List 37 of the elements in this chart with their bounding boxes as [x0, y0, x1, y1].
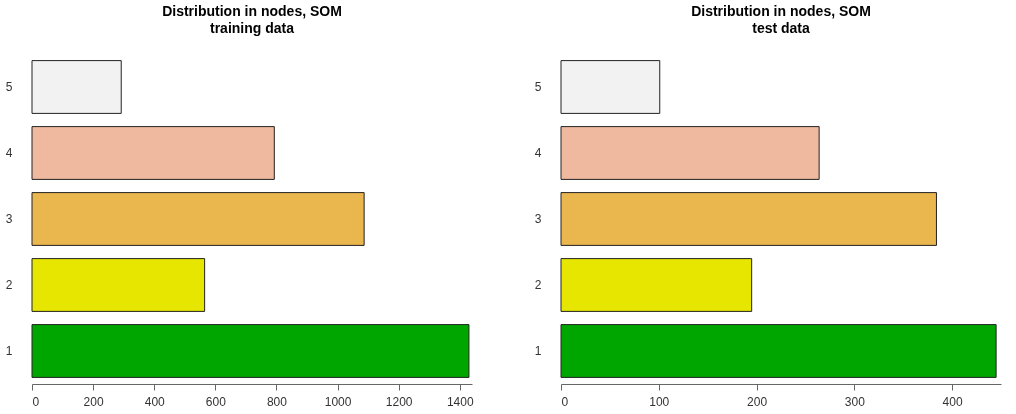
y-tick-label: 2: [534, 278, 542, 292]
y-tick-label: 4: [534, 146, 542, 160]
bar: [31, 258, 206, 312]
x-tick-label: 100: [649, 394, 670, 409]
x-tick-label: 800: [266, 394, 288, 409]
y-tick-label: 2: [5, 278, 13, 292]
y-tick-label: 1: [5, 344, 13, 358]
bar: [31, 324, 470, 378]
x-tick-label: 300: [844, 394, 866, 409]
bar: [31, 60, 122, 114]
y-tick-label: 4: [5, 146, 13, 160]
bar: [31, 192, 365, 246]
x-tick-label: 1200: [385, 394, 413, 409]
chart-subtitle: training data: [209, 20, 295, 36]
y-tick-label: 3: [534, 212, 542, 226]
bar: [31, 126, 275, 180]
y-tick-label: 5: [534, 80, 542, 94]
chart-title: Distribution in nodes, SOM: [691, 3, 871, 19]
y-tick-label: 3: [5, 212, 13, 226]
x-tick-label: 0: [32, 394, 40, 409]
chart-title: Distribution in nodes, SOM: [162, 3, 342, 19]
x-tick-label: 1400: [446, 394, 474, 409]
x-tick-label: 1000: [324, 394, 352, 409]
y-tick-label: 5: [5, 80, 13, 94]
x-tick-label: 0: [561, 394, 569, 409]
x-tick-label: 200: [747, 394, 768, 409]
y-tick-label: 1: [534, 344, 542, 358]
x-tick-label: 200: [83, 394, 104, 409]
bar: [560, 324, 997, 378]
x-tick-label: 400: [942, 394, 963, 409]
bar: [560, 126, 820, 180]
bar: [560, 258, 753, 312]
chart-subtitle: test data: [752, 20, 810, 36]
bar: [560, 60, 661, 114]
bar: [560, 192, 937, 246]
x-tick-label: 400: [144, 394, 166, 409]
x-tick-label: 600: [205, 394, 227, 409]
